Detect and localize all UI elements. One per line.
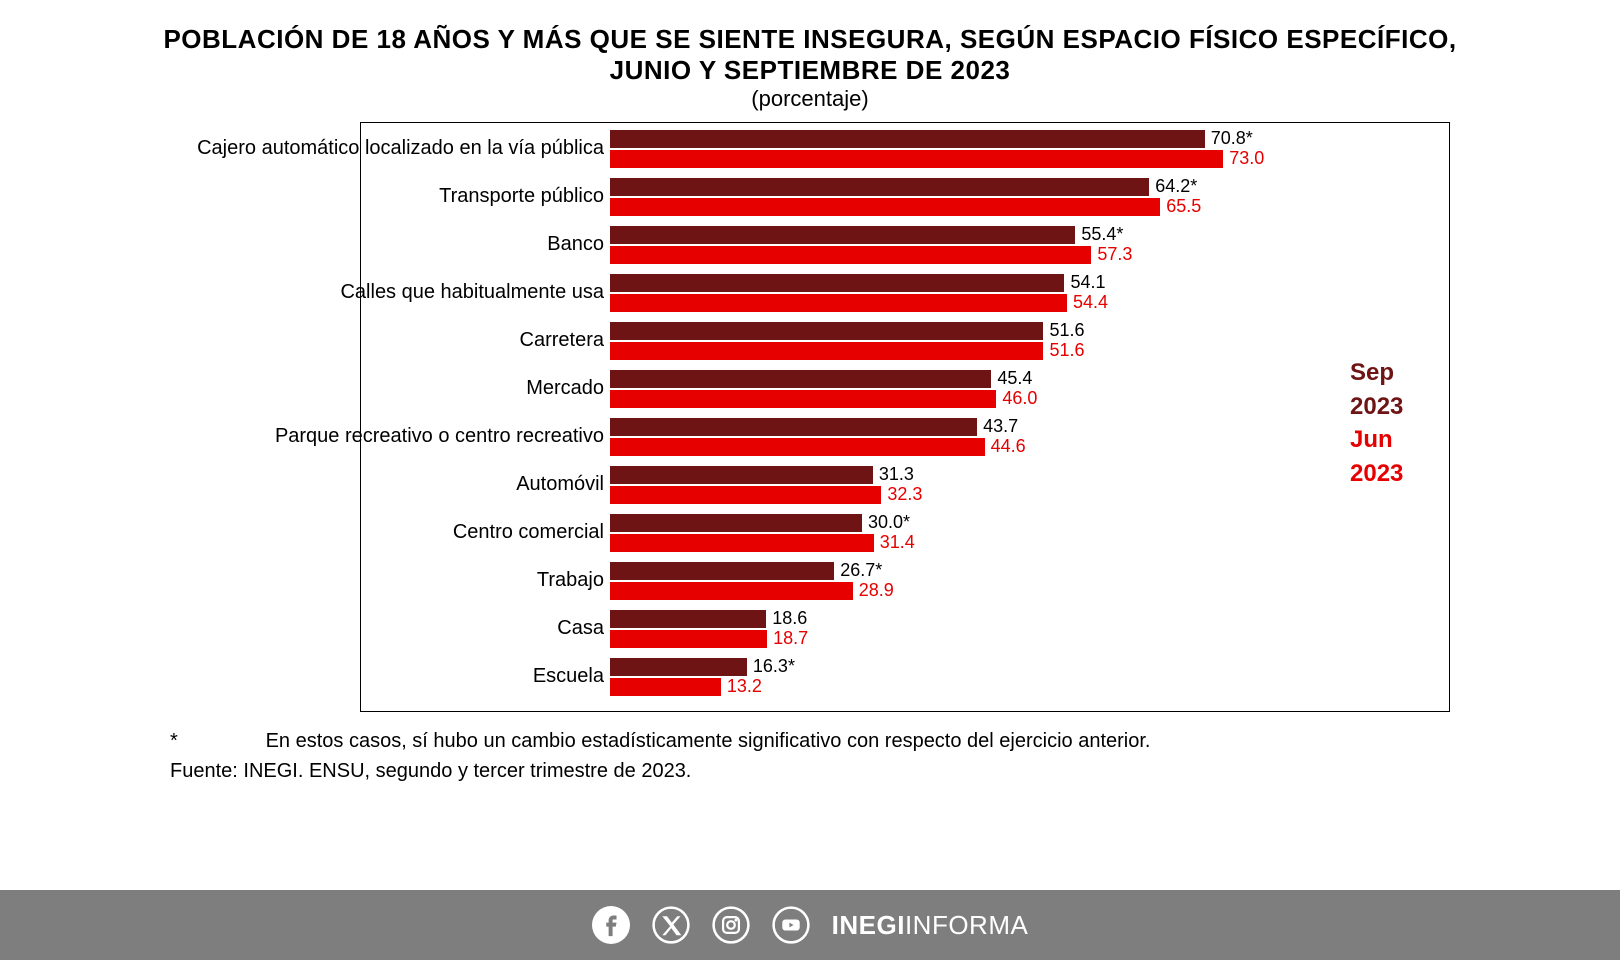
- legend: Sep 2023Jun 2023: [1350, 356, 1450, 490]
- value-label-sep: 31.3: [879, 464, 914, 485]
- youtube-icon[interactable]: [772, 906, 810, 944]
- value-label-sep: 70.8*: [1211, 128, 1253, 149]
- bar-jun: [610, 438, 985, 456]
- bar-jun: [610, 150, 1223, 168]
- value-label-jun: 73.0: [1229, 148, 1264, 169]
- x-twitter-icon[interactable]: [652, 906, 690, 944]
- bar-sep: [610, 370, 991, 388]
- value-label-sep: 55.4*: [1081, 224, 1123, 245]
- bar-sep: [610, 322, 1043, 340]
- category-label: Calles que habitualmente usa: [340, 281, 604, 304]
- bar-chart: Cajero automático localizado en la vía p…: [170, 122, 1450, 712]
- legend-item: Jun 2023: [1350, 423, 1450, 490]
- bar-sep: [610, 514, 862, 532]
- value-label-jun: 54.4: [1073, 292, 1108, 313]
- value-label-jun: 44.6: [991, 436, 1026, 457]
- bar-sep: [610, 562, 834, 580]
- bar-sep: [610, 418, 977, 436]
- category-label: Banco: [547, 233, 604, 256]
- footer-brand: INEGIINFORMA: [832, 910, 1029, 941]
- chart-title-line1: POBLACIÓN DE 18 AÑOS Y MÁS QUE SE SIENTE…: [0, 24, 1620, 55]
- bar-sep: [610, 178, 1149, 196]
- value-label-jun: 31.4: [880, 532, 915, 553]
- bar-sep: [610, 226, 1075, 244]
- value-label-jun: 51.6: [1049, 340, 1084, 361]
- category-label: Centro comercial: [453, 521, 604, 544]
- value-label-sep: 30.0*: [868, 512, 910, 533]
- legend-item: Sep 2023: [1350, 356, 1450, 423]
- category-label: Transporte público: [439, 185, 604, 208]
- brand-bold: INEGI: [832, 910, 905, 940]
- value-label-sep: 51.6: [1049, 320, 1084, 341]
- category-label: Carretera: [520, 329, 604, 352]
- title-block: POBLACIÓN DE 18 AÑOS Y MÁS QUE SE SIENTE…: [0, 0, 1620, 112]
- asterisk-symbol: *: [170, 726, 260, 756]
- instagram-icon[interactable]: [712, 906, 750, 944]
- value-label-jun: 65.5: [1166, 196, 1201, 217]
- bar-jun: [610, 294, 1067, 312]
- value-label-jun: 46.0: [1002, 388, 1037, 409]
- value-label-sep: 45.4: [997, 368, 1032, 389]
- brand-light: INFORMA: [905, 910, 1028, 940]
- chart-title-line2: JUNIO Y SEPTIEMBRE DE 2023: [0, 55, 1620, 86]
- source-rest: , segundo y tercer trimestre de 2023.: [365, 760, 692, 782]
- category-label: Parque recreativo o centro recreativo: [275, 425, 604, 448]
- footnotes: * En estos casos, sí hubo un cambio esta…: [170, 726, 1450, 786]
- footnote-asterisk: * En estos casos, sí hubo un cambio esta…: [170, 726, 1450, 756]
- value-label-sep: 16.3*: [753, 656, 795, 677]
- value-label-jun: 13.2: [727, 676, 762, 697]
- source-prefix: Fuente:: [170, 760, 243, 782]
- bar-jun: [610, 678, 721, 696]
- value-label-sep: 43.7: [983, 416, 1018, 437]
- category-label: Casa: [557, 617, 604, 640]
- bar-jun: [610, 630, 767, 648]
- value-label-jun: 57.3: [1097, 244, 1132, 265]
- bar-sep: [610, 466, 873, 484]
- bar-jun: [610, 198, 1160, 216]
- value-label-sep: 54.1: [1070, 272, 1105, 293]
- bar-jun: [610, 342, 1043, 360]
- facebook-icon[interactable]: [592, 906, 630, 944]
- value-label-jun: 28.9: [859, 580, 894, 601]
- asterisk-text: En estos casos, sí hubo un cambio estadí…: [266, 730, 1151, 752]
- bar-sep: [610, 130, 1205, 148]
- category-label: Mercado: [526, 377, 604, 400]
- source-smallcaps: INEGI. ENSU: [243, 760, 364, 782]
- bar-jun: [610, 246, 1091, 264]
- chart-subtitle: (porcentaje): [0, 86, 1620, 112]
- page: POBLACIÓN DE 18 AÑOS Y MÁS QUE SE SIENTE…: [0, 0, 1620, 960]
- bar-jun: [610, 534, 874, 552]
- category-label: Automóvil: [516, 473, 604, 496]
- footer-bar: INEGIINFORMA: [0, 890, 1620, 960]
- bar-jun: [610, 390, 996, 408]
- value-label-sep: 18.6: [772, 608, 807, 629]
- bar-jun: [610, 582, 853, 600]
- bar-sep: [610, 658, 747, 676]
- value-label-jun: 32.3: [887, 484, 922, 505]
- category-label: Escuela: [533, 665, 604, 688]
- category-label: Trabajo: [537, 569, 604, 592]
- footnote-source: Fuente: INEGI. ENSU, segundo y tercer tr…: [170, 756, 1450, 786]
- value-label-sep: 26.7*: [840, 560, 882, 581]
- category-label: Cajero automático localizado en la vía p…: [197, 137, 604, 160]
- value-label-sep: 64.2*: [1155, 176, 1197, 197]
- bar-sep: [610, 274, 1064, 292]
- value-label-jun: 18.7: [773, 628, 808, 649]
- bar-sep: [610, 610, 766, 628]
- bar-jun: [610, 486, 881, 504]
